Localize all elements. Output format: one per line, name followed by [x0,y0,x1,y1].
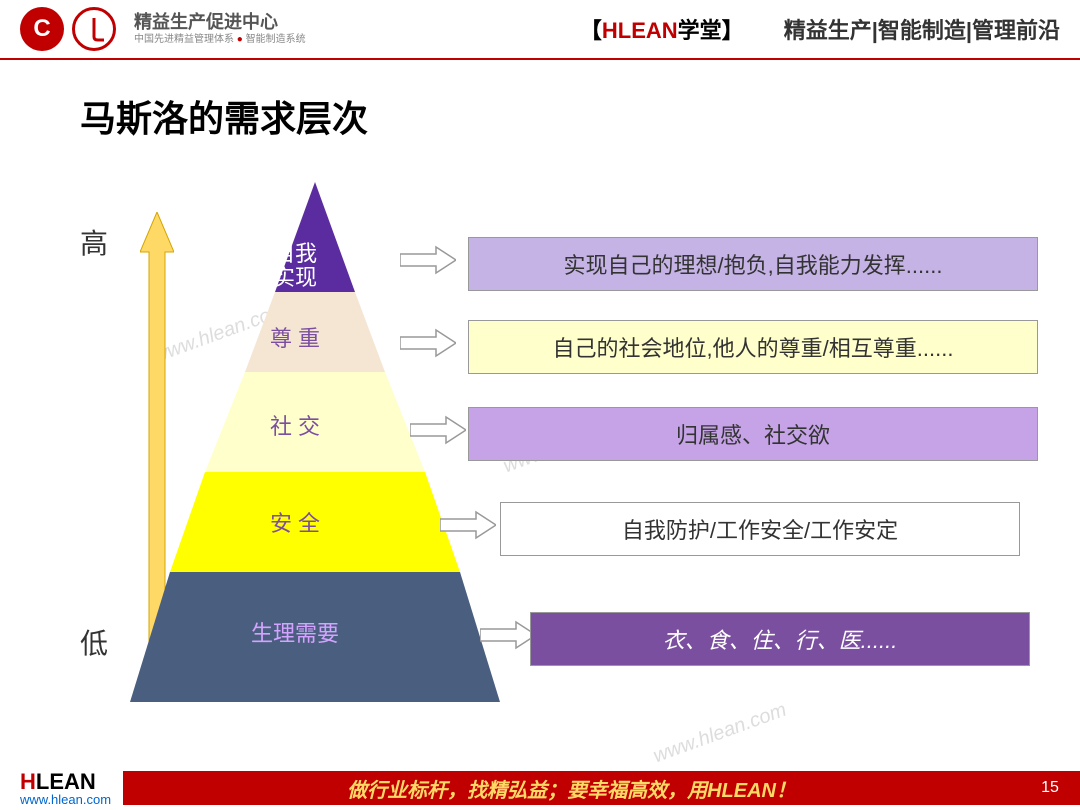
desc-box-2: 归属感、社交欲 [468,407,1038,461]
page-number: 15 [1020,771,1080,805]
footer-url: www.hlean.com [20,793,111,806]
logo-c-icon: C [20,7,64,51]
footer-logo: HLEAN www.hlean.com [0,771,111,806]
slide-title: 马斯洛的需求层次 [80,90,1080,142]
connector-arrow-icon [400,327,456,359]
logo-l-icon [72,7,116,51]
footer: HLEAN www.hlean.com 做行业标杆，找精弘益；要幸福高效，用HL… [0,766,1080,810]
content-area: www.hlean.com www.hlean.com www.hlean.co… [0,162,1080,722]
org-subtitle: 中国先进精益管理体系 ● 智能制造系统 [134,34,306,46]
nav-links: 精益生产|智能制造|管理前沿 [784,13,1060,45]
connector-arrow-icon [440,509,496,541]
pyramid-label-3: 安 全 [130,512,460,536]
header-right: 【HLEAN学堂】 精益生产|智能制造|管理前沿 [580,13,1060,45]
watermark: www.hlean.com [650,699,789,769]
footer-slogan: 做行业标杆，找精弘益；要幸福高效，用HLEAN！ [123,771,1020,805]
org-title: 精益生产促进中心 [134,12,306,34]
desc-box-1: 自己的社会地位,他人的尊重/相互尊重...... [468,320,1038,374]
footer-logo-text: HLEAN [20,771,111,793]
desc-box-4: 衣、食、住、行、医...... [530,612,1030,666]
connector-arrow-icon [400,244,456,276]
header: C 精益生产促进中心 中国先进精益管理体系 ● 智能制造系统 【HLEAN学堂】… [0,0,1080,60]
connector-arrow-icon [480,619,536,651]
pyramid-label-4: 生理需要 [130,622,460,646]
desc-box-0: 实现自己的理想/抱负,自我能力发挥...... [468,237,1038,291]
desc-box-3: 自我防护/工作安全/工作安定 [500,502,1020,556]
axis-high-label: 高 [80,222,108,262]
logo-group: C 精益生产促进中心 中国先进精益管理体系 ● 智能制造系统 [20,7,306,51]
xuetang-brand: 【HLEAN学堂】 [580,13,744,45]
axis-low-label: 低 [80,622,108,662]
connector-arrow-icon [410,414,466,446]
org-text: 精益生产促进中心 中国先进精益管理体系 ● 智能制造系统 [134,12,306,46]
